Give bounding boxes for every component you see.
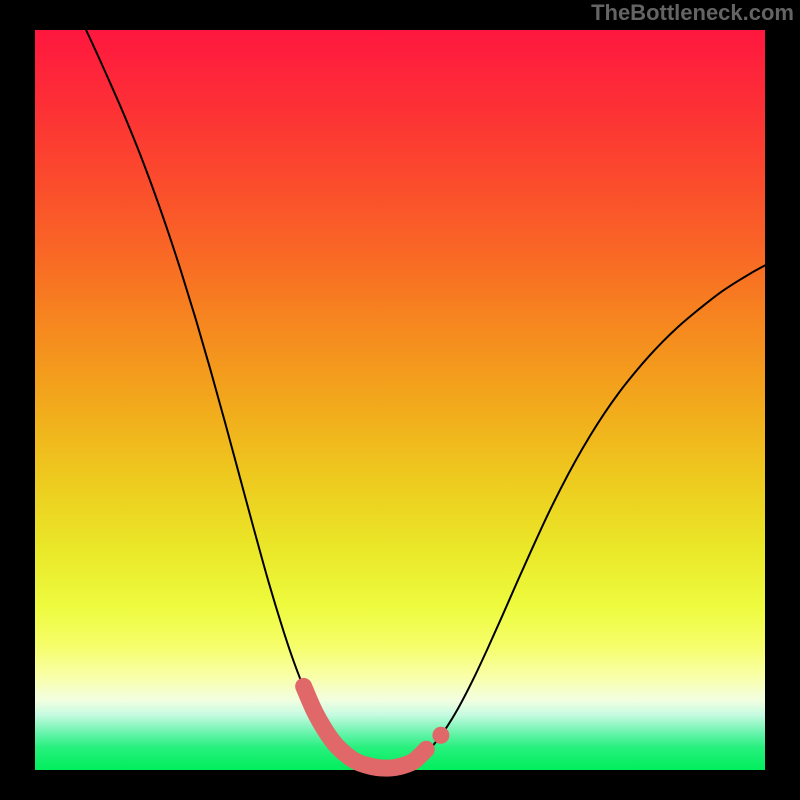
bottleneck-chart — [0, 0, 800, 800]
plot-background — [35, 30, 765, 770]
chart-container: TheBottleneck.com — [0, 0, 800, 800]
watermark-text: TheBottleneck.com — [591, 0, 794, 26]
overlay-marker — [432, 727, 449, 744]
